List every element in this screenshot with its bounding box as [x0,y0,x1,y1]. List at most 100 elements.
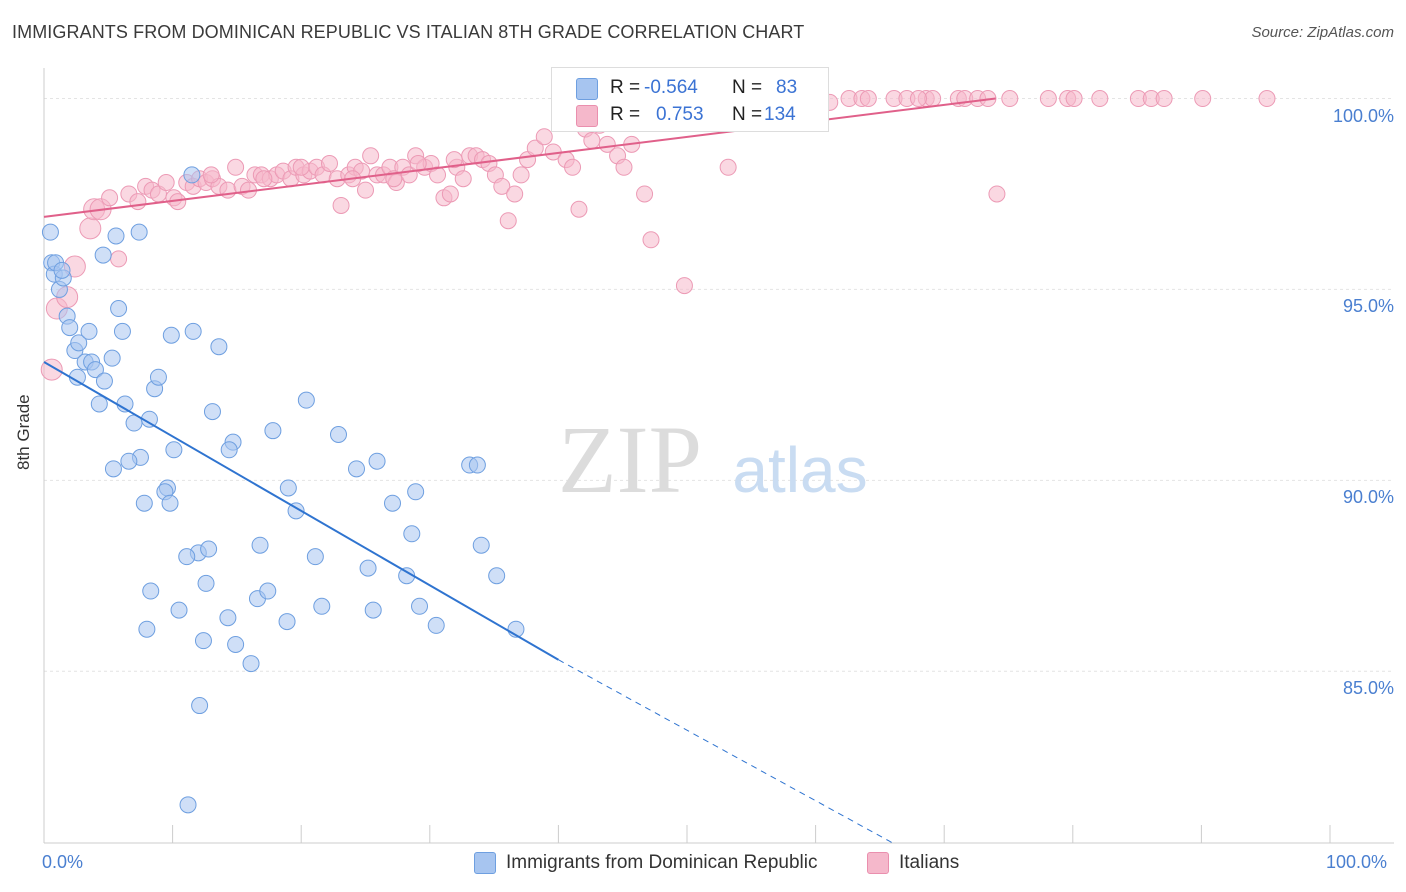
point-italians [564,158,582,176]
point-dominican [120,452,138,470]
point-dominican [70,334,88,352]
point-dominican [306,548,324,566]
watermark-atlas: atlas [732,434,867,506]
point-dominican [278,613,296,631]
point-dominican [427,616,445,634]
point-dominican [161,494,179,512]
point-dominican [170,601,188,619]
point-dominican [41,223,59,241]
point-italians [332,196,350,214]
legend-r-label: R = [610,104,641,125]
point-dominican [279,479,297,497]
point-dominican [329,426,347,444]
point-italians [101,189,119,207]
point-dominican [242,655,260,673]
point-dominican [472,536,490,554]
point-dominican [90,395,108,413]
point-dominican [179,796,197,814]
point-dominican [347,460,365,478]
legend-label-italians: Italians [899,852,960,873]
point-italians [409,154,427,172]
trend-line-italians [43,97,996,218]
point-dominican [86,361,104,379]
point-italians [499,212,517,230]
point-dominican [364,601,382,619]
series-italians [40,90,1276,381]
point-italians [110,250,128,268]
point-italians [219,181,237,199]
point-dominican [107,227,125,245]
point-dominican [210,338,228,356]
point-dominican [135,494,153,512]
point-dominican [227,635,245,653]
point-italians [493,177,511,195]
point-italians [129,193,147,211]
point-dominican [80,322,98,340]
point-italians [535,128,553,146]
point-italians [441,185,459,203]
legend-n-value: 83 [776,77,798,98]
legend-n-value: 134 [764,104,796,125]
point-italians [445,151,463,169]
trend-line-dominican [43,361,559,661]
point-italians [636,185,654,203]
x-tick-label-max: 100.0% [1326,852,1388,872]
point-italians [1194,90,1212,108]
point-dominican [138,620,156,638]
point-dominican [384,494,402,512]
point-italians [1091,90,1109,108]
point-dominican [359,559,377,577]
point-italians [1258,90,1276,108]
axes [43,68,1394,844]
point-italians [506,185,524,203]
source-label: Source: ZipAtlas.com [1251,24,1394,41]
point-dominican [103,349,121,367]
point-italians [429,166,447,184]
point-italians [988,185,1006,203]
point-dominican [313,597,331,615]
legend-r-value: -0.564 [644,77,698,98]
legend-swatch-blue [576,78,598,100]
point-dominican [200,540,218,558]
point-italians [1039,90,1057,108]
point-dominican [178,548,196,566]
point-italians [1155,90,1173,108]
point-italians [719,158,737,176]
legend-r-label: R = [610,77,641,98]
point-dominican [53,261,71,279]
point-dominican [165,441,183,459]
point-dominican [203,403,221,421]
point-dominican [264,422,282,440]
point-italians [615,158,633,176]
legend-r-value: 0.753 [656,104,704,125]
point-dominican [468,456,486,474]
point-dominican [488,567,506,585]
point-italians [227,158,245,176]
point-dominican [403,525,421,543]
point-italians [255,170,273,188]
point-dominican [104,460,122,478]
point-dominican [184,322,202,340]
legend-n-label: N = [732,77,763,98]
point-italians [924,90,942,108]
y-tick-label: 95.0% [1342,296,1394,317]
legend-n-label: N = [732,104,763,125]
point-dominican [220,441,238,459]
point-dominican [297,391,315,409]
point-italians [675,277,693,295]
point-italians [292,158,310,176]
trend-line-dominican-extension [558,659,894,844]
point-italians [570,200,588,218]
point-dominican [194,632,212,650]
point-italians [454,170,472,188]
legend-swatch-pink [576,105,598,127]
y-tick-label: 100.0% [1332,105,1394,126]
point-dominican [407,483,425,501]
point-italians [362,147,380,165]
legend-swatch-italians [867,852,889,874]
x-tick-label-min: 0.0% [42,852,84,872]
watermark: ZIP atlas [558,406,868,513]
point-dominican [287,502,305,520]
point-dominican [411,597,429,615]
correlation-legend: R = -0.564 N = 83 R = 0.753 N = 134 [551,67,829,132]
